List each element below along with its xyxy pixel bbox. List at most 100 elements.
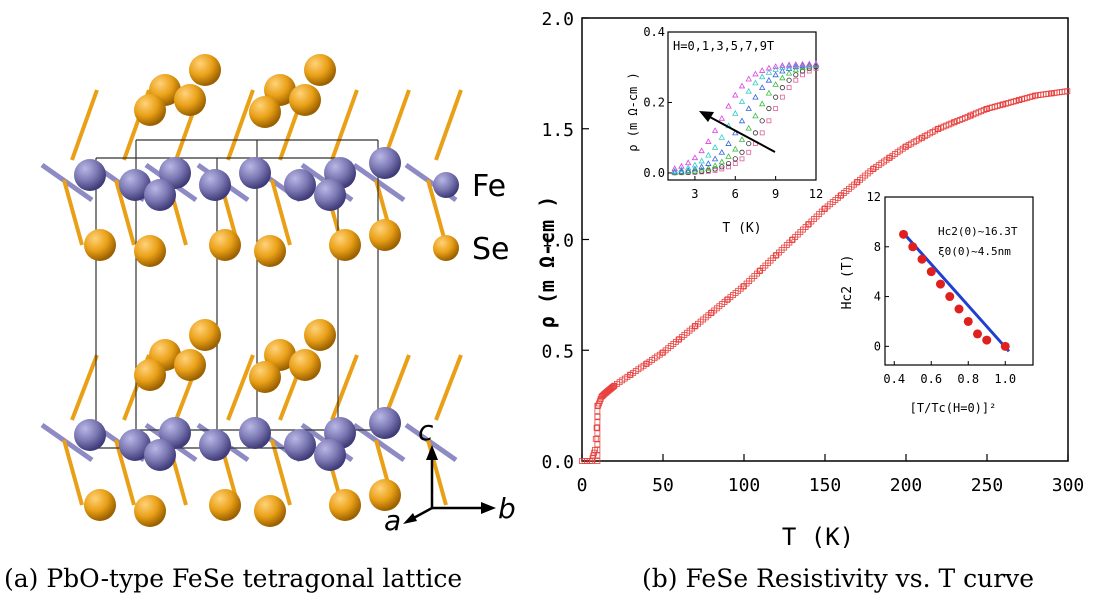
inset-field-axis-ticks: 3 6 9 12 0.0 0.2 0.4 (643, 25, 823, 201)
se-legend-label: Se (472, 232, 510, 267)
inset-field-ytick-label: 0.2 (643, 95, 665, 109)
inset-field-data-point (732, 91, 739, 98)
inset-field-data-point (759, 118, 765, 124)
inset-field-data-point (725, 160, 732, 167)
hc2-data-point (926, 267, 936, 277)
inset-field-data-point (738, 136, 746, 142)
inset-field-ytick-label: 0.4 (643, 25, 665, 39)
inset-field-data-point (685, 159, 692, 166)
inset-hc2-ytick-label: 0 (874, 339, 881, 353)
main-xtick-label: 0 (577, 475, 588, 496)
inset-field-data-point (732, 110, 739, 116)
inset-hc2-ytick-label: 12 (867, 190, 881, 204)
inset-field-data-point (738, 117, 746, 124)
inset-field-data-point (779, 74, 786, 81)
inset-field-data-point (719, 166, 725, 172)
main-ytick-label: 0.5 (541, 341, 574, 362)
inset-field-data-point (752, 112, 759, 119)
main-data-point (594, 441, 601, 448)
inset-field-data-point (698, 166, 705, 173)
main-xtick-label: 200 (890, 475, 923, 496)
axis-a-label: a (384, 504, 401, 537)
inset-field-data-point (725, 140, 732, 146)
inset-field-data-point (711, 127, 719, 133)
inset-field-data-point (738, 98, 746, 104)
inset-field-data-point (792, 66, 799, 73)
inset-field-data-point (739, 149, 745, 155)
inset-field-data-point (698, 157, 705, 164)
main-data-point (594, 458, 601, 464)
main-ylabel: ρ (m Ω-cm ) (535, 196, 559, 328)
main-resistivity-points (579, 88, 1071, 464)
inset-field-data-point (812, 62, 820, 68)
caption-lattice: (a) PbO-type FeSe tetragonal lattice (4, 564, 463, 593)
inset-field-ylabel: ρ (m Ω-cm ) (626, 72, 640, 151)
inset-field-data-point (792, 61, 799, 67)
inset-field-data-point (725, 102, 732, 109)
inset-field-data-point (752, 79, 759, 86)
inset-field-xtick-label: 6 (732, 187, 739, 201)
inset-field-title: H=0,1,3,5,7,9T (673, 39, 774, 53)
main-data-point (594, 447, 601, 453)
inset-hc2-ytick-label: 4 (874, 290, 881, 304)
main-ytick-label: 1.5 (541, 120, 574, 141)
main-data-point (592, 435, 599, 442)
se-legend-marker (433, 235, 459, 261)
inset-field-data-point (691, 154, 699, 161)
inset-field-data-point (739, 156, 745, 162)
main-data-point (740, 283, 747, 290)
inset-field-data-point (719, 164, 725, 170)
caption-resistivity: (b) FeSe Resistivity vs. T curve (642, 564, 1035, 593)
inset-field-data-point (705, 151, 712, 158)
main-data-point (902, 144, 909, 150)
hc2-fit-line (902, 232, 1011, 353)
main-data-point (594, 419, 601, 426)
inset-field-data-point (799, 62, 806, 69)
inset-field-data-point (711, 155, 719, 162)
main-data-point (594, 408, 601, 415)
lattice-legend: Fe Se (433, 169, 510, 267)
inset-field-data-point (759, 100, 766, 107)
inset-field-data-point (765, 76, 773, 83)
inset-hc2-xtick-label: 0.4 (883, 372, 905, 386)
inset-field-xtick-label: 9 (772, 187, 779, 201)
main-data-point (594, 424, 601, 431)
inset-field-data-point (765, 89, 773, 96)
inset-field-data-point (698, 163, 705, 170)
inset-field-data-point (718, 134, 725, 140)
inset-field-data-point (779, 85, 785, 91)
inset-field-data-point (725, 153, 732, 159)
hc2-data-point (982, 335, 992, 345)
inset-hc2-xtick-label: 0.8 (957, 372, 979, 386)
hc2-data-point (954, 304, 964, 314)
fese-lattice-figure: Fe Se c b a (40, 54, 516, 537)
inset-field-data-point (705, 138, 712, 144)
main-xtick-label: 250 (971, 475, 1004, 496)
main-data-point (594, 452, 601, 459)
inset-field-data-point (785, 61, 793, 68)
hc2-data-point (963, 316, 973, 326)
inset-field-data-point (691, 165, 699, 172)
inset-field-data-point (718, 148, 725, 155)
main-ytick-label: 0.0 (541, 452, 574, 473)
inset-field-data-point (678, 166, 685, 173)
inset-field-data-point (752, 70, 759, 77)
inset-field-data-point (799, 68, 806, 74)
inset-hc2-xlabel: [T/Tc(H=0)]² (910, 401, 997, 415)
inset-field-data-point (759, 73, 766, 80)
inset-field-data-point (779, 94, 785, 100)
axis-b-label: b (498, 492, 516, 525)
inset-field-data-point (732, 129, 739, 136)
inset-field-data-point (691, 161, 699, 168)
field-direction-arrowhead (699, 111, 714, 122)
inset-field-data-point (772, 81, 779, 87)
inset-field-data-point (785, 69, 793, 76)
inset-field-data-point (745, 105, 752, 111)
main-data-point (594, 413, 601, 420)
inset-field-data-point (738, 82, 746, 89)
main-xlabel: T (K) (782, 523, 854, 551)
hc2-data-point (908, 242, 918, 252)
inset-field-data-point (785, 62, 793, 69)
main-data-point (805, 221, 812, 228)
crystal-axes-indicator: c b a (384, 414, 516, 537)
